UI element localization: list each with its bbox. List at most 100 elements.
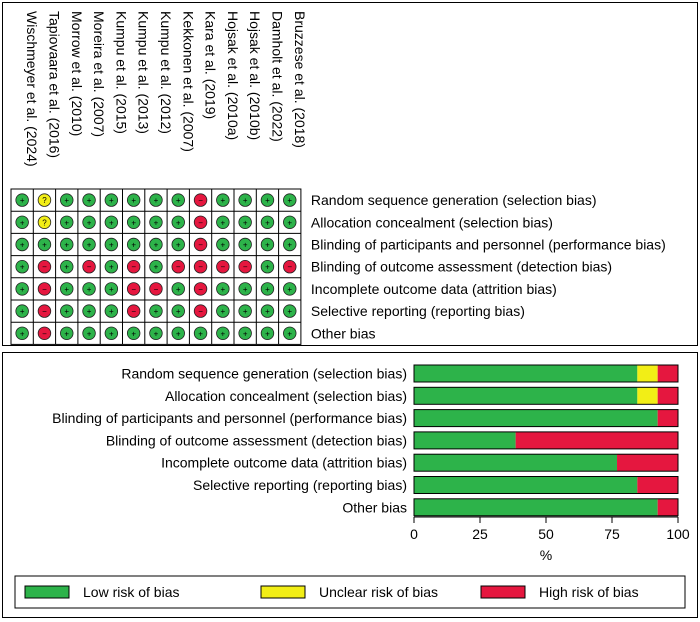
judgement-low: + <box>260 282 275 296</box>
judgement-symbol: + <box>109 196 114 205</box>
judgement-low: + <box>238 215 252 230</box>
judgement-symbol: ? <box>42 196 47 205</box>
judgement-high: − <box>37 326 52 341</box>
judgement-low: + <box>260 326 275 341</box>
judgement-low: + <box>149 215 163 230</box>
judgement-low: + <box>171 304 185 318</box>
category-label: Other bias <box>342 499 407 515</box>
study-label: Moreira et al. (2007) <box>91 11 107 137</box>
judgement-low: + <box>283 282 297 296</box>
judgement-low: + <box>171 193 185 207</box>
domain-label: Incomplete outcome data (attrition bias) <box>311 281 557 297</box>
judgement-low: + <box>15 193 29 207</box>
judgement-unclear: ? <box>37 215 52 230</box>
judgement-symbol: − <box>87 263 92 272</box>
judgement-symbol: + <box>87 285 92 294</box>
study-label: Damholt et al. (2022) <box>269 11 285 142</box>
domain-label: Other bias <box>311 325 376 341</box>
judgement-low: + <box>149 193 163 207</box>
judgement-low: + <box>149 260 163 274</box>
judgement-symbol: + <box>87 307 92 316</box>
risk-of-bias-summary-panel: Wischmeyer et al. (2024) Tapiovaara et al… <box>2 2 698 346</box>
judgement-symbol: − <box>131 307 136 316</box>
judgement-symbol: + <box>221 329 226 338</box>
domain-label: Allocation concealment (selection bias) <box>311 214 553 230</box>
judgement-high: − <box>193 193 208 207</box>
judgement-symbol: + <box>109 307 114 316</box>
judgement-symbol: + <box>109 218 114 227</box>
judgement-low: + <box>15 282 29 296</box>
judgement-high: − <box>37 304 52 318</box>
judgement-high: − <box>193 260 208 274</box>
judgement-symbol: + <box>287 329 292 338</box>
judgement-symbol: + <box>265 285 270 294</box>
x-tick-label: 100 <box>666 526 690 542</box>
judgement-low: + <box>82 215 96 230</box>
judgement-low: + <box>82 326 96 341</box>
judgement-symbol: + <box>176 196 181 205</box>
judgement-low: + <box>283 193 297 207</box>
judgement-low: + <box>283 304 297 318</box>
judgement-high: − <box>193 304 208 318</box>
judgement-high: − <box>37 282 52 296</box>
bar-outline <box>413 453 679 472</box>
bar-unclear <box>637 365 658 382</box>
judgement-high: − <box>126 260 141 274</box>
domain-label: Selective reporting (reporting bias) <box>311 303 525 319</box>
category-label: Blinding of participants and personnel (… <box>52 410 407 426</box>
judgement-symbol: + <box>109 241 114 250</box>
judgement-low: + <box>126 215 141 230</box>
judgement-low: + <box>82 237 96 252</box>
legend-label-low: Low risk of bias <box>83 584 179 600</box>
judgement-low: + <box>15 215 29 230</box>
judgement-symbol: + <box>64 218 69 227</box>
judgement-low: + <box>238 326 252 341</box>
judgement-symbol: − <box>198 241 203 250</box>
study-label: Hojsak et al. (2010b) <box>247 11 263 140</box>
bar-low <box>414 387 638 405</box>
judgement-low: + <box>216 304 230 318</box>
judgement-low: + <box>260 193 275 207</box>
judgement-low: + <box>216 237 230 252</box>
judgement-symbol: − <box>198 285 203 294</box>
study-label: Tapiovaara et al. (2016) <box>46 11 62 158</box>
judgement-symbol: + <box>20 329 25 338</box>
judgement-symbol: + <box>64 263 69 272</box>
bar-high <box>657 365 678 382</box>
study-label: Bruzzese et al. (2018) <box>292 11 308 148</box>
risk-of-bias-graph-panel: Random sequence generation (selection bi… <box>2 352 698 618</box>
judgement-low: + <box>15 326 29 341</box>
bar-low <box>414 476 638 494</box>
judgement-low: + <box>216 215 230 230</box>
judgement-symbol: + <box>176 285 181 294</box>
bar-low <box>414 498 658 516</box>
judgement-high: − <box>193 237 208 252</box>
judgement-symbol: + <box>109 285 114 294</box>
judgement-low: + <box>216 282 230 296</box>
x-tick-label: 75 <box>604 526 620 542</box>
judgement-high: − <box>149 282 163 296</box>
bar-low <box>414 454 618 472</box>
study-label: Kumpu et al. (2012) <box>158 11 174 134</box>
judgement-low: + <box>260 260 275 274</box>
judgement-symbol: + <box>87 241 92 250</box>
bar-high <box>617 454 678 472</box>
judgement-low: + <box>283 237 297 252</box>
judgement-low: + <box>104 282 119 296</box>
judgement-symbol: + <box>154 196 159 205</box>
bar-high <box>657 498 678 516</box>
judgement-low: + <box>37 237 52 252</box>
judgement-symbol: + <box>131 218 136 227</box>
judgement-low: + <box>15 304 29 318</box>
judgement-low: + <box>104 237 119 252</box>
judgement-symbol: − <box>42 263 47 272</box>
judgement-low: + <box>82 304 96 318</box>
domain-label: Blinding of participants and personnel (… <box>311 237 666 253</box>
judgement-low: + <box>60 282 74 296</box>
judgement-high: − <box>171 260 185 274</box>
judgement-low: + <box>60 260 74 274</box>
judgement-low: + <box>171 237 185 252</box>
judgement-symbol: + <box>109 329 114 338</box>
judgement-low: + <box>216 193 230 207</box>
judgement-low: + <box>60 237 74 252</box>
